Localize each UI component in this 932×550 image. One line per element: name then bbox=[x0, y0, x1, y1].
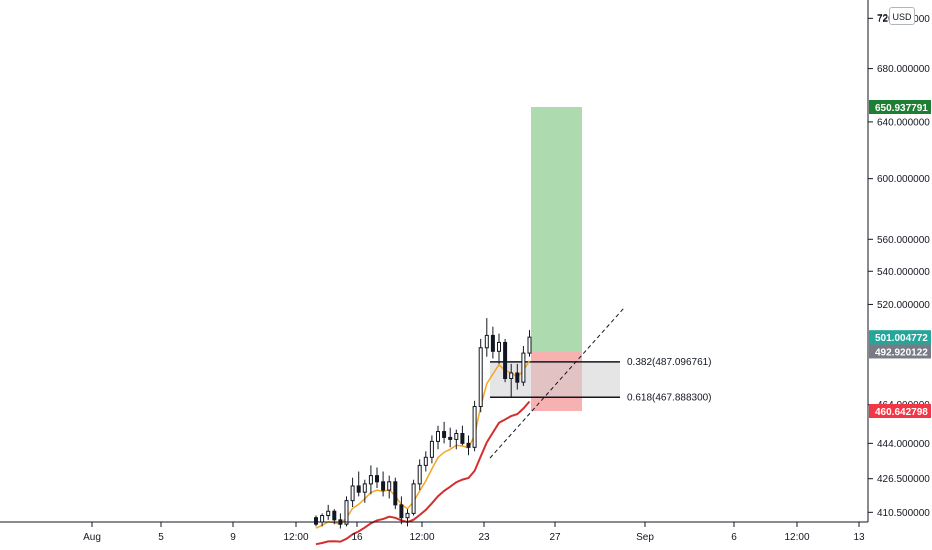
candle-bearish bbox=[515, 372, 520, 383]
candle-bullish bbox=[454, 433, 459, 440]
candle-bullish bbox=[411, 483, 416, 514]
price-tick-label: 640.000000 bbox=[877, 117, 930, 128]
candle-bearish bbox=[375, 475, 379, 483]
price-tag bbox=[869, 404, 931, 418]
profit-zone[interactable] bbox=[531, 107, 582, 352]
price-tick-label: 410.500000 bbox=[877, 508, 930, 519]
time-tick-label: 13 bbox=[853, 532, 865, 543]
time-tick-label: 6 bbox=[731, 532, 737, 543]
price-tag-label: 492.920122 bbox=[875, 347, 928, 358]
dashed-trend-line[interactable] bbox=[489, 307, 625, 459]
price-tick-label: 520.000000 bbox=[877, 300, 930, 311]
trend-line bbox=[489, 307, 625, 459]
candle-bearish bbox=[466, 442, 471, 448]
candle-bullish bbox=[527, 336, 532, 354]
candle-bullish bbox=[405, 512, 410, 519]
candle-bullish bbox=[478, 347, 483, 408]
fib-level-label: 0.382(487.096761) bbox=[627, 357, 712, 368]
time-tick-label: 12:00 bbox=[283, 532, 308, 543]
candle-bearish bbox=[460, 433, 465, 444]
price-tick-label: 560.000000 bbox=[877, 235, 930, 246]
candle-bearish bbox=[314, 517, 318, 525]
moving-averages bbox=[315, 360, 531, 546]
time-tick-label: 23 bbox=[478, 532, 490, 543]
candle-bullish bbox=[326, 510, 331, 517]
candle-bullish bbox=[429, 440, 434, 458]
price-tag bbox=[869, 344, 931, 359]
currency-button[interactable]: USD bbox=[889, 7, 915, 25]
candle-bullish bbox=[417, 464, 422, 485]
candle-bearish bbox=[399, 504, 404, 519]
time-tick-label: 12:00 bbox=[409, 532, 434, 543]
price-axis: 720.000000680.000000640.000000600.000000… bbox=[868, 13, 930, 519]
candle-bullish bbox=[350, 485, 355, 502]
time-tick-label: 16 bbox=[351, 532, 363, 543]
candle-bullish bbox=[362, 483, 367, 493]
candle-bearish bbox=[393, 481, 398, 506]
candle-bullish bbox=[521, 352, 526, 383]
candle-bearish bbox=[490, 334, 495, 352]
time-tick-label: Sep bbox=[636, 532, 654, 543]
candle-bearish bbox=[356, 485, 361, 493]
fib-level-label: 0.618(467.888300) bbox=[627, 392, 712, 403]
fib-zone bbox=[490, 361, 620, 398]
candle-bearish bbox=[448, 436, 453, 440]
price-tick-label: 426.500000 bbox=[877, 474, 930, 485]
candle-bearish bbox=[503, 341, 508, 379]
candle-bullish bbox=[509, 372, 514, 379]
candle-bullish bbox=[423, 456, 428, 466]
candle-bearish bbox=[332, 510, 337, 521]
candle-bullish bbox=[320, 515, 325, 523]
fast-moving-average-line bbox=[315, 360, 531, 529]
time-axis: Aug 5 9 12:00 16 12:00 23 27 Sep 6 12:00 13 bbox=[83, 522, 865, 543]
candle-bullish bbox=[497, 341, 501, 352]
time-tick-label: 5 bbox=[158, 532, 164, 543]
price-tag-label: 650.937791 bbox=[875, 103, 928, 114]
candle-bullish bbox=[472, 406, 477, 448]
candle-bearish bbox=[381, 481, 386, 491]
candle-bullish bbox=[368, 475, 373, 485]
candle-bearish bbox=[442, 431, 447, 438]
price-tick-label: 540.000000 bbox=[877, 267, 930, 278]
slow-moving-average-line bbox=[315, 400, 531, 546]
time-tick-label: 27 bbox=[549, 532, 561, 543]
time-tick-label: Aug bbox=[83, 532, 101, 543]
price-tick-label: 72C bbox=[877, 13, 895, 24]
candle-bullish bbox=[387, 481, 392, 491]
price-tags: 650.937791501.00477203:19:52492.92012246… bbox=[869, 100, 931, 418]
price-tag-label: 501.004772 bbox=[875, 333, 928, 344]
price-tick-label: 600.000000 bbox=[877, 174, 930, 185]
time-tick-label: 9 bbox=[230, 532, 236, 543]
candle-bullish bbox=[484, 334, 489, 349]
price-tag-label: 460.642798 bbox=[875, 407, 928, 418]
time-tick-label: 12:00 bbox=[784, 532, 809, 543]
price-tick-label: 680.000000 bbox=[877, 64, 930, 75]
price-tick-label: 444.000000 bbox=[877, 439, 930, 450]
candle-bullish bbox=[344, 500, 349, 525]
price-tag bbox=[869, 100, 931, 114]
candle-bullish bbox=[436, 431, 440, 442]
